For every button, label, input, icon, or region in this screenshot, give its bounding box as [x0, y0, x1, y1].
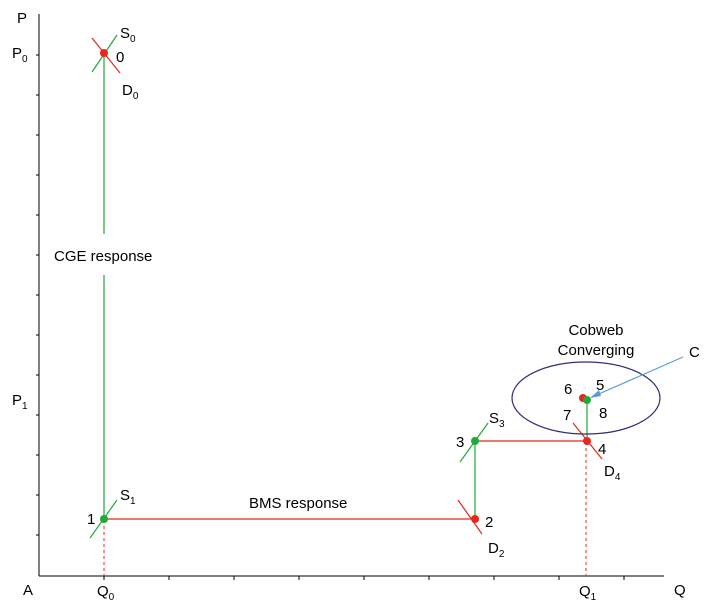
c-pointer-arrow — [591, 356, 684, 398]
origin-label: A — [23, 582, 33, 599]
point-5-label: 5 — [596, 377, 604, 394]
d2-label: D2 — [488, 540, 505, 560]
point-1-label: 1 — [87, 511, 95, 528]
s1-label: S1 — [120, 487, 136, 507]
point-0-marker — [100, 49, 108, 57]
point-3-marker — [471, 437, 479, 445]
point-5-marker — [583, 396, 591, 404]
point-8-label: 8 — [599, 405, 607, 422]
q1-label: Q1 — [579, 583, 597, 603]
x-axis-label: Q — [674, 582, 686, 599]
point-7-label: 7 — [563, 407, 571, 424]
cobweb-label-line2: Converging — [558, 342, 635, 359]
axes — [36, 14, 664, 580]
point-1-marker — [100, 515, 108, 523]
p0-label: P0 — [12, 45, 28, 65]
d0-label: D0 — [122, 82, 139, 102]
s3-label: S3 — [489, 410, 505, 430]
point-6-label: 6 — [564, 381, 572, 398]
cobweb-label-line1: Cobweb — [568, 322, 623, 339]
y-axis-minor-ticks — [36, 54, 39, 536]
y-axis-label: P — [17, 10, 27, 27]
cobweb-ellipse — [511, 361, 661, 435]
point-4-marker — [583, 437, 591, 445]
point-4-label: 4 — [598, 441, 606, 458]
point-3-label: 3 — [456, 434, 464, 451]
point-2-marker — [471, 515, 479, 523]
q0-label: Q0 — [97, 583, 115, 603]
point-2-label: 2 — [485, 514, 493, 531]
bms-response-label: BMS response — [249, 495, 347, 512]
c-pointer-arrowhead — [590, 390, 601, 398]
p1-label: P1 — [12, 392, 28, 412]
d4-label: D4 — [604, 463, 621, 483]
point-0-label: 0 — [116, 49, 124, 66]
x-axis-minor-ticks — [103, 576, 625, 580]
s0-label: S0 — [120, 25, 136, 45]
d2-curve — [457, 499, 483, 535]
cge-response-label: CGE response — [54, 248, 152, 265]
c-label: C — [689, 344, 700, 361]
